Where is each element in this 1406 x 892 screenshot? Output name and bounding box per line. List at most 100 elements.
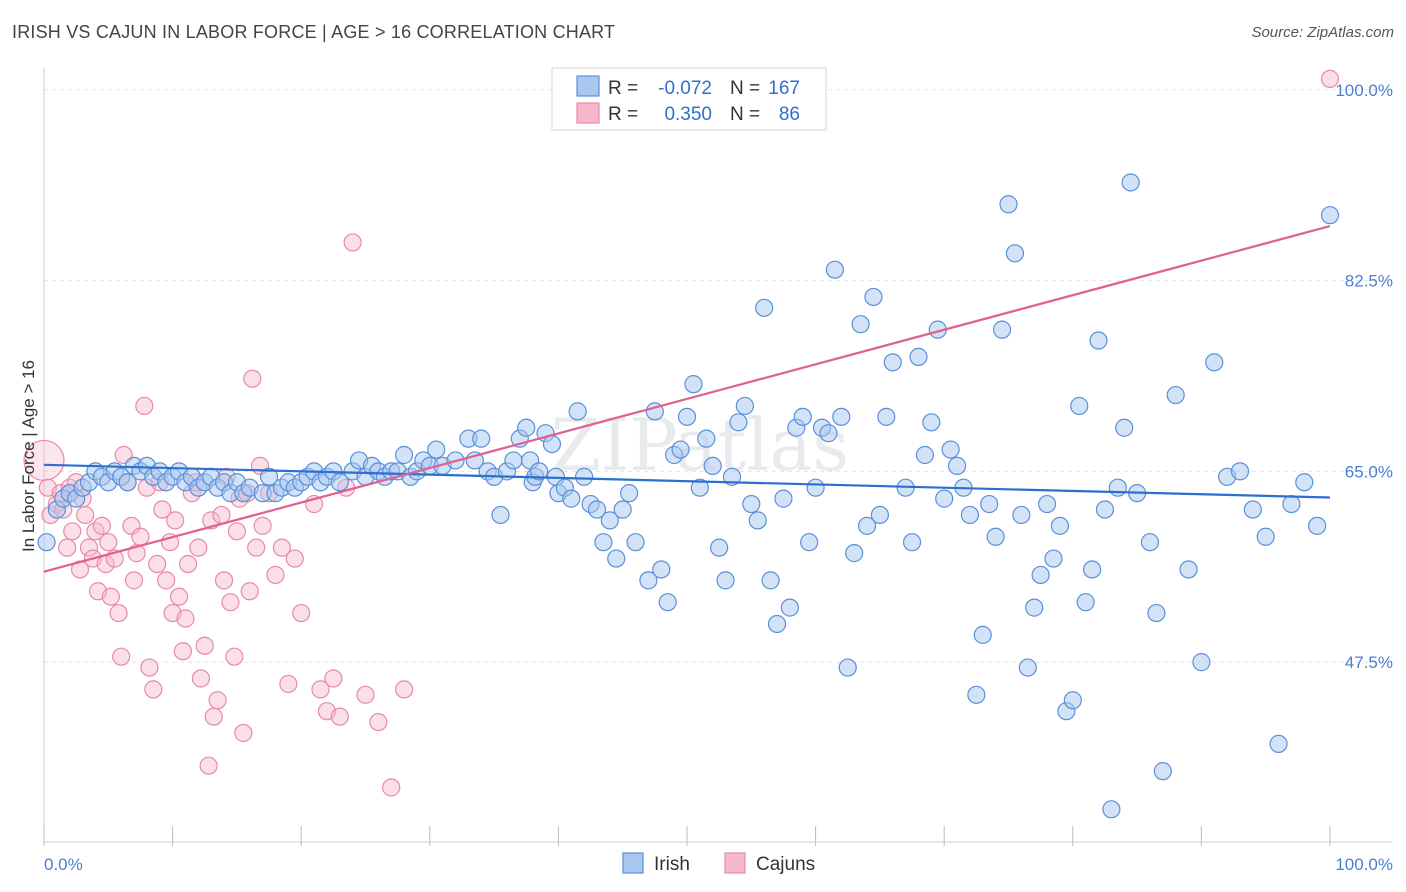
cajun-point [324, 669, 343, 688]
cajun-point [124, 571, 144, 590]
irish-point [1012, 505, 1031, 525]
irish-point [620, 484, 639, 503]
irish-point [600, 511, 619, 530]
cajun-point [135, 396, 154, 416]
cajun-point [131, 527, 150, 546]
cajun-point [279, 674, 298, 694]
cajun-point [79, 538, 99, 557]
legend-cajun-n-label: N = [730, 104, 760, 125]
irish-point [870, 505, 890, 525]
irish-point [1269, 734, 1288, 753]
irish-point [703, 456, 722, 476]
irish-point [504, 451, 523, 470]
irish-point [1115, 418, 1134, 437]
cajun-point [92, 516, 111, 535]
irish-point [1308, 516, 1327, 535]
cajun-point [153, 500, 172, 519]
irish-point [1102, 800, 1121, 819]
cajun-point [140, 658, 159, 677]
irish-point [1037, 494, 1057, 514]
irish-point [748, 511, 767, 530]
legend-irish-r-label: R = [608, 78, 638, 99]
irish-point [607, 549, 626, 568]
cajun-point [76, 505, 95, 525]
irish-point [857, 516, 877, 535]
irish-point [1031, 565, 1050, 585]
irish-point [967, 685, 986, 704]
legend-cajun-r-label: R = [608, 104, 638, 125]
irish-point [697, 429, 716, 448]
irish-point [800, 533, 819, 552]
irish-point [1070, 396, 1089, 416]
irish-point [1082, 560, 1102, 579]
irish-point [793, 407, 812, 426]
cajun-point [166, 511, 185, 530]
irish-point [1256, 527, 1275, 546]
irish-point [1147, 603, 1166, 623]
cajun-point [227, 522, 246, 541]
irish-point [922, 413, 941, 432]
irish-point [710, 538, 729, 557]
irish-point [677, 407, 697, 426]
irish-point [542, 434, 562, 454]
irish-point [1243, 500, 1262, 519]
irish-point [427, 440, 446, 459]
irish-point [1076, 593, 1095, 612]
irish-point [1095, 500, 1115, 519]
irish-point [806, 478, 825, 497]
y-axis-label: In Labor Force | Age > 16 [19, 360, 38, 552]
irish-point [1121, 173, 1140, 192]
cajun-point [247, 538, 266, 557]
irish-point [1230, 462, 1250, 481]
cajun-point [157, 571, 176, 590]
irish-point [864, 287, 883, 307]
y-tick-labels: 47.5% 65.0% 82.5% 100.0% [1335, 81, 1393, 672]
irish-point [980, 494, 999, 514]
trend-lines [43, 225, 1331, 573]
irish-point [729, 413, 748, 432]
cajun-point [214, 571, 234, 590]
irish-point [1063, 691, 1082, 710]
irish-point [1192, 653, 1211, 672]
irish-point [671, 440, 690, 459]
irish-point [1282, 494, 1301, 514]
cajun-point [101, 587, 120, 606]
x-tick-label-1: 100.0% [1335, 855, 1393, 874]
irish-point [594, 533, 613, 552]
bottom-legend-swatch-irish [622, 852, 644, 874]
irish-point [761, 571, 780, 590]
cajun-point [212, 505, 231, 525]
legend-cajun-n-value: 86 [779, 104, 800, 125]
irish-point [639, 571, 658, 590]
legend-swatch-cajun [576, 102, 600, 124]
cajun-point [58, 538, 77, 557]
cajun-point [234, 723, 253, 743]
cajun-point [208, 691, 227, 710]
irish-point [517, 418, 536, 437]
irish-points [37, 173, 1340, 819]
cajun-point [240, 582, 259, 601]
cajun-point [356, 685, 375, 704]
cajun-point [191, 669, 210, 688]
irish-point [819, 424, 838, 443]
irish-point [973, 625, 992, 644]
cajun-point [99, 533, 118, 552]
irish-point [986, 527, 1005, 546]
irish-point [1179, 560, 1198, 579]
irish-point [1320, 206, 1340, 225]
irish-point [735, 396, 754, 416]
legend-irish-n-value: 167 [768, 78, 800, 99]
irish-point [568, 402, 587, 421]
series-legend: Irish Cajuns [622, 852, 815, 875]
irish-point [832, 407, 851, 426]
cajun-point [382, 778, 401, 797]
irish-point [652, 560, 671, 579]
irish-point [658, 593, 677, 612]
irish-point [845, 544, 864, 563]
cajun-point [285, 549, 304, 568]
y-tick-label-1: 65.0% [1345, 462, 1393, 481]
cajun-point [343, 233, 362, 252]
irish-point [935, 489, 954, 508]
irish-point [915, 445, 935, 465]
legend-cajun-r-value: 0.350 [664, 104, 712, 125]
